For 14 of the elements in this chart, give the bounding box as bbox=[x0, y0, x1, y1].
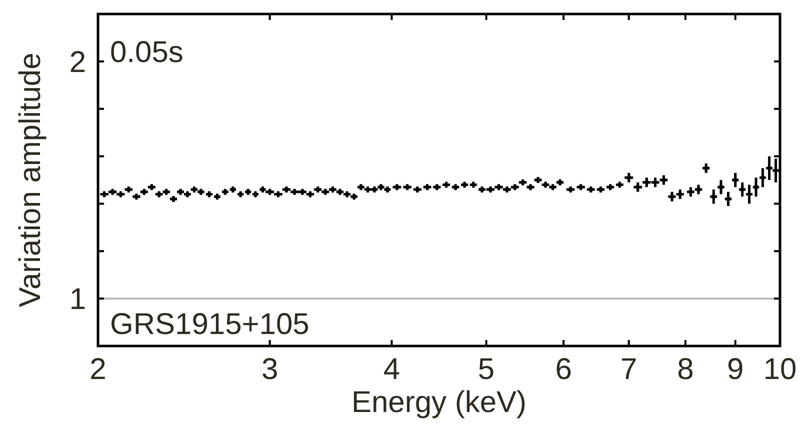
x-tick-label: 6 bbox=[555, 353, 572, 386]
x-tick-label: 2 bbox=[90, 353, 106, 386]
y-tick-label: 1 bbox=[69, 283, 86, 316]
x-tick-label: 8 bbox=[677, 353, 694, 386]
y-axis-title: Variation amplitude bbox=[14, 52, 47, 308]
x-tick-label: 9 bbox=[727, 353, 744, 386]
x-tick-label: 4 bbox=[383, 353, 400, 386]
x-tick-label: 5 bbox=[478, 353, 495, 386]
x-tick-label: 3 bbox=[261, 353, 278, 386]
annotation: 0.05s bbox=[110, 36, 184, 69]
x-axis-title: Energy (keV) bbox=[351, 386, 527, 419]
annotation: GRS1915+105 bbox=[110, 308, 310, 341]
x-tick-label: 10 bbox=[763, 353, 797, 386]
x-tick-label: 7 bbox=[620, 353, 638, 386]
